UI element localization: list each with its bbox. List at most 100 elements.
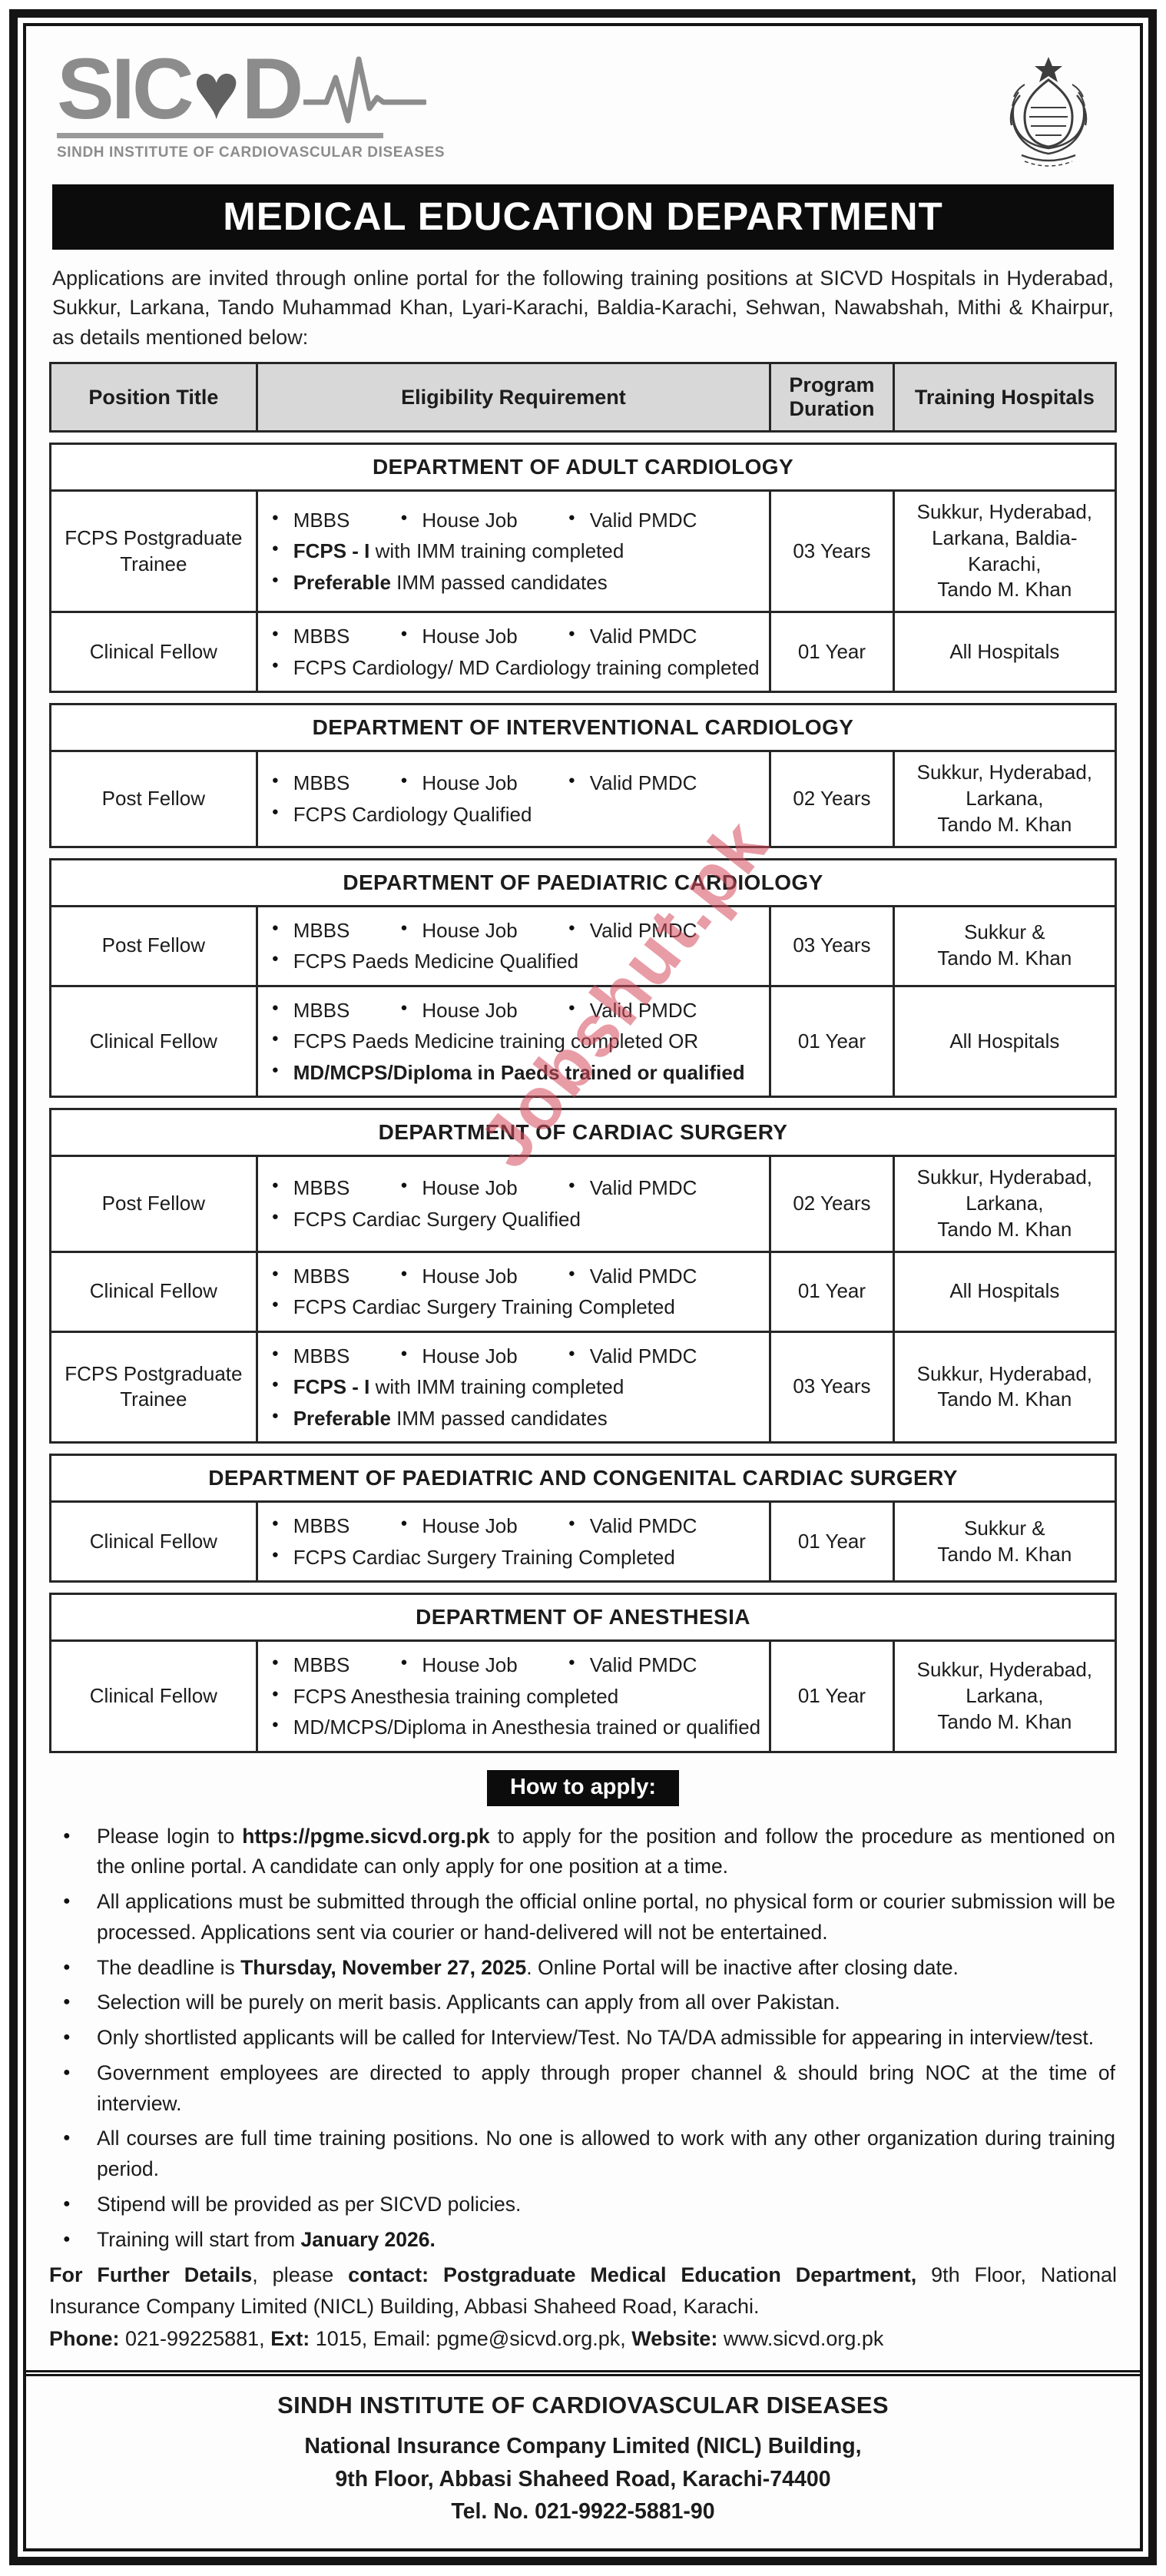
further-details: For Further Details, please contact: Pos… <box>49 2263 1117 2318</box>
apply-bullet: Please login to https://pgme.sicvd.org.p… <box>51 1822 1115 1883</box>
section-interventional-cardiology: DEPARTMENT OF INTERVENTIONAL CARDIOLOGY … <box>49 703 1117 848</box>
eligibility-cell: MBBSHouse JobValid PMDCFCPS - I with IMM… <box>255 492 769 612</box>
heart-icon: ♥ <box>192 47 240 137</box>
duration-cell: 03 Years <box>769 907 893 985</box>
section-title: DEPARTMENT OF PAEDIATRIC CARDIOLOGY <box>343 870 823 894</box>
col-header-hospitals: Training Hospitals <box>892 363 1115 431</box>
duration-cell: 02 Years <box>769 752 893 846</box>
footer-institute-name: SINDH INSTITUTE OF CARDIOVASCULAR DISEAS… <box>277 2391 889 2419</box>
section-title: DEPARTMENT OF PAEDIATRIC AND CONGENITAL … <box>208 1466 958 1490</box>
apply-bullet: All courses are full time training posit… <box>51 2123 1115 2185</box>
position-cell: Clinical Fellow <box>89 1529 217 1553</box>
header: SIC ♥ D SINDH INSTITUTE OF CARDIOVASCULA… <box>49 41 1117 183</box>
position-cell: Clinical Fellow <box>89 639 217 663</box>
duration-cell: 01 Year <box>769 986 893 1096</box>
duration-cell: 01 Year <box>769 1252 893 1331</box>
apply-bullet: All applications must be submitted throu… <box>51 1887 1115 1948</box>
apply-bullet: Only shortlisted applicants will be call… <box>51 2023 1115 2054</box>
ecg-line-icon <box>303 56 427 124</box>
eligibility-cell: MBBSHouse JobValid PMDCFCPS - I with IMM… <box>255 1332 769 1442</box>
hospitals-cell: All Hospitals <box>892 1252 1115 1331</box>
table-row: Clinical Fellow MBBSHouse JobValid PMDCF… <box>51 984 1115 1096</box>
section-adult-cardiology: DEPARTMENT OF ADULT CARDIOLOGY FCPS Post… <box>49 443 1117 694</box>
hospitals-cell: All Hospitals <box>892 613 1115 691</box>
section-anesthesia: DEPARTMENT OF ANESTHESIA Clinical Fellow… <box>49 1593 1117 1753</box>
position-cell: Post Fellow <box>101 933 206 957</box>
col-header-duration: Program Duration <box>769 363 893 431</box>
logo-wordmark: SIC ♥ D <box>57 41 445 137</box>
footer-address-line2: 9th Floor, Abbasi Shaheed Road, Karachi-… <box>335 2466 831 2491</box>
table-row: Clinical Fellow MBBSHouse JobValid PMDCF… <box>51 1639 1115 1751</box>
position-cell: Post Fellow <box>101 1191 206 1215</box>
apply-bullet: Government employees are directed to app… <box>51 2058 1115 2120</box>
footer-address-line1: National Insurance Company Limited (NICL… <box>304 2433 862 2458</box>
page-title-banner: MEDICAL EDUCATION DEPARTMENT <box>52 184 1114 250</box>
position-cell: Clinical Fellow <box>89 1683 217 1707</box>
position-cell: Clinical Fellow <box>89 1279 217 1303</box>
section-title: DEPARTMENT OF CARDIAC SURGERY <box>378 1120 788 1145</box>
table-row: Post Fellow MBBSHouse JobValid PMDCFCPS … <box>51 1155 1115 1251</box>
section-title: DEPARTMENT OF ADULT CARDIOLOGY <box>372 455 794 479</box>
how-to-apply-label: How to apply: <box>486 1769 680 1806</box>
table-row: FCPS Postgraduate Trainee MBBSHouse JobV… <box>51 489 1115 612</box>
contact-line: Phone: 021-99225881, Ext: 1015, Email: p… <box>49 2327 884 2351</box>
apply-bullet: Stipend will be provided as per SICVD po… <box>51 2190 1115 2220</box>
intro-paragraph: Applications are invited through online … <box>52 267 1114 349</box>
hospitals-cell: Sukkur, Hyderabad, Tando M. Khan <box>892 1332 1115 1442</box>
table-row: Post Fellow MBBSHouse JobValid PMDCFCPS … <box>51 904 1115 985</box>
how-to-apply-list: Please login to https://pgme.sicvd.org.p… <box>49 1822 1117 2256</box>
sicvd-logo: SIC ♥ D SINDH INSTITUTE OF CARDIOVASCULA… <box>57 41 446 161</box>
duration-cell: 01 Year <box>769 1503 893 1581</box>
section-title: DEPARTMENT OF INTERVENTIONAL CARDIOLOGY <box>312 715 854 740</box>
hospitals-cell: Sukkur, Hyderabad, Larkana, Tando M. Kha… <box>892 1642 1115 1751</box>
eligibility-cell: MBBSHouse JobValid PMDCFCPS Cardiac Surg… <box>255 1503 769 1581</box>
hospitals-cell: Sukkur, Hyderabad, Larkana, Baldia-Karac… <box>892 492 1115 612</box>
position-cell: Post Fellow <box>101 787 206 811</box>
table-row: Post Fellow MBBSHouse JobValid PMDCFCPS … <box>51 750 1115 846</box>
apply-bullet: Training will start from January 2026. <box>51 2225 1115 2256</box>
eligibility-cell: MBBSHouse JobValid PMDCFCPS Paeds Medici… <box>255 907 769 985</box>
hospitals-cell: Sukkur & Tando M. Khan <box>892 1503 1115 1581</box>
footer-phone: Tel. No. 021-9922-5881-90 <box>451 2499 715 2525</box>
inner-frame: SIC ♥ D SINDH INSTITUTE OF CARDIOVASCULA… <box>23 23 1143 2552</box>
table-row: FCPS Postgraduate Trainee MBBSHouse JobV… <box>51 1330 1115 1442</box>
position-cell: FCPS Postgraduate Trainee <box>65 1361 243 1411</box>
position-cell: FCPS Postgraduate Trainee <box>65 525 243 575</box>
hospitals-cell: Sukkur & Tando M. Khan <box>892 907 1115 985</box>
crest-star <box>1035 57 1062 82</box>
apply-bullet: The deadline is Thursday, November 27, 2… <box>51 1953 1115 1984</box>
eligibility-cell: MBBSHouse JobValid PMDCFCPS Cardiology/ … <box>255 613 769 691</box>
logo-text-sic: SIC <box>57 41 194 137</box>
table-row: Clinical Fellow MBBSHouse JobValid PMDCF… <box>51 1500 1115 1581</box>
hospitals-cell: All Hospitals <box>892 986 1115 1096</box>
section-paediatric-congenital-cardiac-surgery: DEPARTMENT OF PAEDIATRIC AND CONGENITAL … <box>49 1454 1117 1583</box>
apply-bullet: Selection will be purely on merit basis.… <box>51 1988 1115 2018</box>
duration-cell: 03 Years <box>769 1332 893 1442</box>
sindh-govt-crest-icon <box>1009 57 1088 167</box>
table-row: Clinical Fellow MBBSHouse JobValid PMDCF… <box>51 611 1115 691</box>
logo-underline <box>57 133 383 139</box>
duration-cell: 02 Years <box>769 1157 893 1251</box>
eligibility-cell: MBBSHouse JobValid PMDCFCPS Cardiology Q… <box>255 752 769 846</box>
hospitals-cell: Sukkur, Hyderabad, Larkana, Tando M. Kha… <box>892 1157 1115 1251</box>
logo-tagline: SINDH INSTITUTE OF CARDIOVASCULAR DISEAS… <box>57 144 446 161</box>
col-header-position: Position Title <box>88 385 219 409</box>
section-paediatric-cardiology: DEPARTMENT OF PAEDIATRIC CARDIOLOGY Post… <box>49 857 1117 1099</box>
duration-cell: 03 Years <box>769 492 893 612</box>
col-header-eligibility: Eligibility Requirement <box>255 363 769 431</box>
footer: SINDH INSTITUTE OF CARDIOVASCULAR DISEAS… <box>26 2369 1140 2548</box>
table-header-row: Position Title Eligibility Requirement P… <box>49 361 1117 433</box>
eligibility-cell: MBBSHouse JobValid PMDCFCPS Anesthesia t… <box>255 1642 769 1751</box>
position-cell: Clinical Fellow <box>89 1029 217 1053</box>
duration-cell: 01 Year <box>769 1642 893 1751</box>
hospitals-cell: Sukkur, Hyderabad, Larkana, Tando M. Kha… <box>892 752 1115 846</box>
logo-text-d: D <box>241 41 303 137</box>
advert-page: SIC ♥ D SINDH INSTITUTE OF CARDIOVASCULA… <box>9 9 1157 2566</box>
table-row: Clinical Fellow MBBSHouse JobValid PMDCF… <box>51 1250 1115 1331</box>
duration-cell: 01 Year <box>769 613 893 691</box>
section-cardiac-surgery: DEPARTMENT OF CARDIAC SURGERY Post Fello… <box>49 1108 1117 1444</box>
eligibility-cell: MBBSHouse JobValid PMDCFCPS Cardiac Surg… <box>255 1157 769 1251</box>
eligibility-cell: MBBSHouse JobValid PMDCFCPS Cardiac Surg… <box>255 1252 769 1331</box>
section-title: DEPARTMENT OF ANESTHESIA <box>416 1605 750 1629</box>
eligibility-cell: MBBSHouse JobValid PMDCFCPS Paeds Medici… <box>255 986 769 1096</box>
